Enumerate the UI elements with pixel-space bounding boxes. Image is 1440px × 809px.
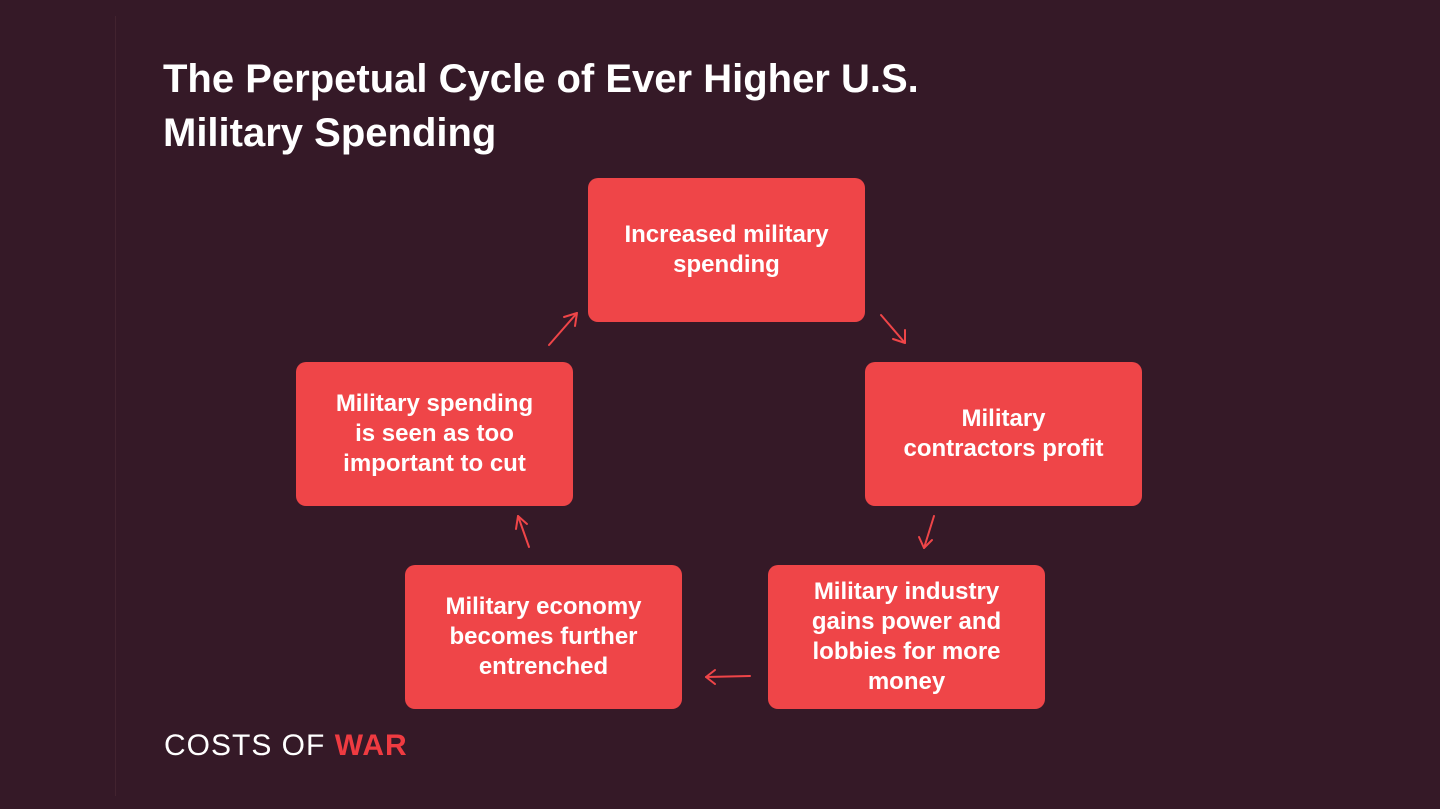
arrow-node4-to-node5	[515, 515, 530, 548]
cycle-node-too-important-to-cut: Military spending is seen as too importa…	[296, 362, 573, 506]
cycle-node-label: Military spending is seen as too importa…	[335, 390, 534, 477]
cycle-node-contractors-profit: Military contractors profit	[865, 362, 1142, 506]
logo-text-costs-of: COSTS OF	[164, 729, 326, 762]
cycle-node-increased-spending: Increased military spending	[588, 178, 865, 322]
frame-divider	[115, 16, 116, 796]
logo-text-war: WAR	[334, 729, 408, 762]
cycle-node-label: Military economy becomes further entrenc…	[445, 593, 642, 680]
cycle-node-economy-entrenched: Military economy becomes further entrenc…	[405, 565, 682, 709]
page-title: The Perpetual Cycle of Ever Higher U.S. …	[163, 57, 919, 155]
arrow-node1-to-node2	[880, 314, 906, 344]
cycle-node-industry-lobbies: Military industry gains power and lobbie…	[768, 565, 1045, 709]
cycle-node-label: Military contractors profit	[903, 405, 1104, 462]
cycle-node-label: Increased military spending	[624, 221, 829, 278]
arrow-node3-to-node4	[705, 669, 751, 685]
costs-of-war-logo: COSTS OF WAR	[164, 728, 408, 764]
arrow-node2-to-node3	[918, 515, 935, 549]
cycle-node-label: Military industry gains power and lobbie…	[811, 578, 1002, 695]
arrow-node5-to-node1	[548, 312, 578, 346]
